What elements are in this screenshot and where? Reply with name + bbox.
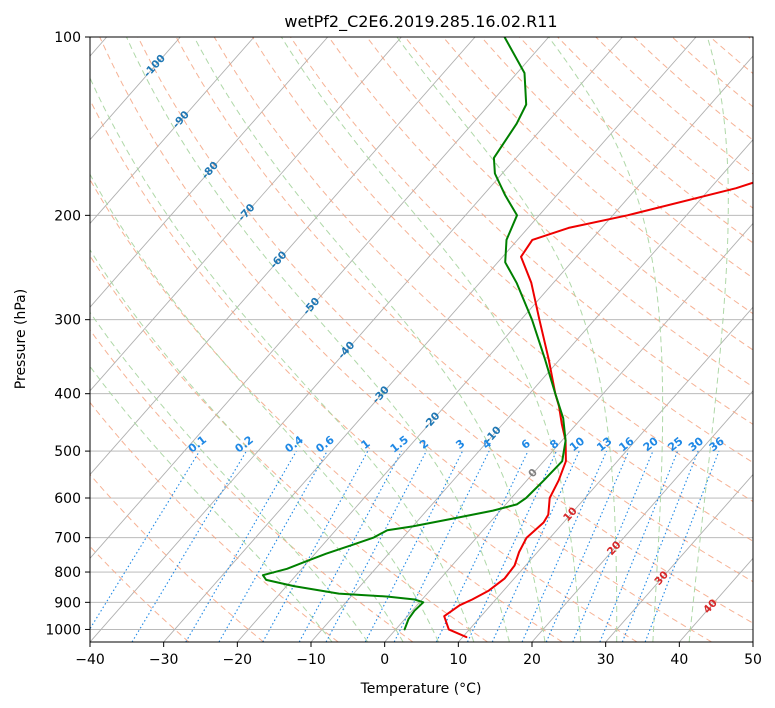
dry-adiabat-line: [90, 98, 638, 642]
isobar-grid: [90, 37, 753, 630]
isotherm-line: [90, 37, 476, 476]
isotherm-line: [163, 37, 697, 642]
isotherm-line: [90, 37, 402, 392]
plot-frame: [89, 36, 754, 643]
isotherm-line: [90, 37, 623, 642]
moist-adiabat-line: [90, 76, 475, 642]
x-tick-label: 10: [449, 652, 467, 668]
moist-adiabat-line: [126, 37, 510, 642]
moist-adiabat-line: [280, 37, 582, 642]
y-tick-label: 900: [54, 595, 81, 611]
dry-adiabats: [90, 37, 753, 642]
isotherm-line: [90, 37, 550, 559]
x-tick-label: 40: [670, 652, 688, 668]
dewpoint-profile-line: [261, 37, 567, 631]
moist-adiabat-line: [90, 248, 404, 642]
x-tick-label: −10: [296, 652, 326, 668]
dry-adiabat-line: [366, 37, 753, 388]
isotherm-line: [531, 390, 753, 642]
x-tick-label: 0: [380, 652, 389, 668]
y-tick-label: 300: [54, 313, 81, 329]
dry-adiabat-line: [90, 329, 414, 642]
x-tick-label: 50: [744, 652, 762, 668]
moist-adiabat-line: [90, 365, 333, 642]
temperature-profile-line: [443, 181, 753, 639]
isotherm-line: [90, 37, 329, 308]
dry-adiabat-line: [213, 37, 753, 542]
isotherm-line: [236, 55, 753, 642]
dry-adiabat-line: [90, 255, 488, 642]
isotherm-line: [457, 306, 753, 642]
x-axis: −40 −30 −20 −10 0 10 20 30 40 50: [75, 642, 762, 668]
y-tick-label: 200: [54, 208, 81, 224]
dry-adiabat-line: [90, 473, 264, 642]
mixing-ratio-line: [491, 450, 580, 642]
mixing-ratio-line: [90, 450, 200, 630]
y-tick-label: 100: [54, 30, 81, 46]
y-tick-label: 800: [54, 565, 81, 581]
mixing-ratio-line: [435, 450, 529, 642]
y-axis-title: Pressure (hPa): [13, 289, 29, 389]
x-tick-label: −30: [149, 652, 179, 668]
mixing-ratio-line: [572, 450, 654, 642]
dry-adiabat-line: [290, 37, 753, 464]
mixing-ratio-line: [467, 450, 558, 642]
mixing-ratio-line: [521, 450, 608, 642]
dry-adiabat-line: [90, 401, 339, 642]
isotherm-line: [90, 37, 255, 225]
mixing-ratio-lines: [90, 450, 720, 642]
isotherm-line: [90, 37, 181, 141]
mixing-ratio-line: [185, 450, 297, 642]
mixing-ratio-line: [131, 450, 247, 642]
x-tick-label: 30: [597, 652, 615, 668]
x-axis-title: Temperature (°C): [360, 681, 482, 697]
y-tick-label: 500: [54, 444, 81, 460]
mixing-ratio-line: [262, 450, 369, 642]
background-lines: [90, 37, 753, 642]
y-tick-label: 1000: [45, 622, 81, 638]
y-axis: 100 200 300 400 500 600 700 800 900 1000: [45, 30, 90, 638]
isotherm-line: [384, 222, 753, 642]
moist-adiabat-line: [90, 311, 369, 642]
x-tick-label: −20: [223, 652, 253, 668]
dry-adiabat-line: [99, 37, 712, 642]
moist-adiabat-line: [548, 37, 664, 642]
y-tick-label: 600: [54, 491, 81, 507]
sounding-profiles: [261, 37, 753, 639]
isotherm-line: [605, 473, 753, 642]
x-tick-label: 20: [523, 652, 541, 668]
x-tick-label: −40: [75, 652, 105, 668]
y-tick-label: 400: [54, 387, 81, 403]
dry-adiabat-line: [90, 545, 190, 642]
dry-adiabat-line: [251, 37, 753, 503]
moist-adiabat-line: [688, 37, 729, 642]
moist-adiabats: [90, 37, 729, 642]
chart-title: wetPf2_C2E6.2019.285.16.02.R11: [284, 12, 557, 32]
y-tick-label: 700: [54, 531, 81, 547]
dry-adiabat-line: [90, 178, 563, 642]
mixing-ratio-line: [545, 450, 630, 642]
dry-adiabat-line: [328, 37, 753, 425]
isotherm-grid: [90, 37, 753, 642]
mixing-ratio-line: [218, 450, 328, 642]
moist-adiabat-line: [193, 37, 546, 642]
dry-adiabat-line: [137, 37, 753, 624]
dry-adiabat-line: [175, 37, 753, 583]
